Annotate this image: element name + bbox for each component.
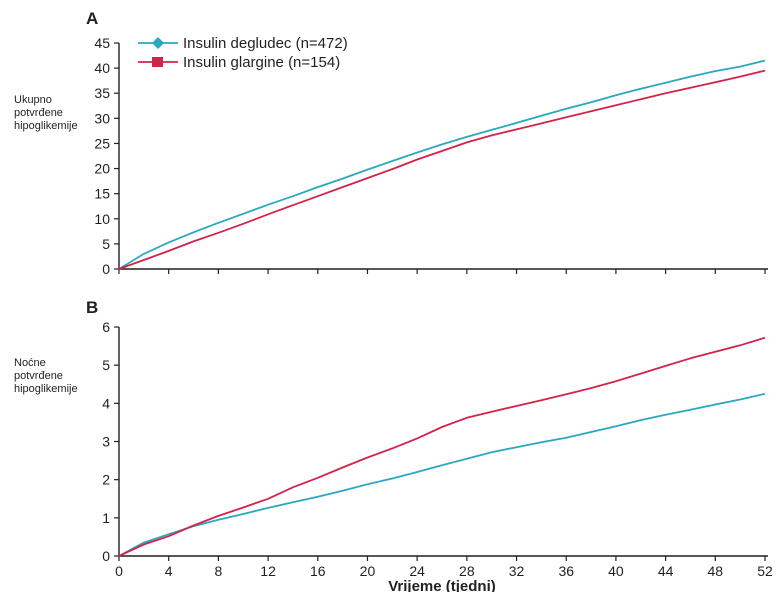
- panel-b-y-axis-label: Noćne: [14, 357, 46, 369]
- legend-square-marker: [152, 57, 163, 67]
- panel-a-letter: A: [86, 9, 98, 28]
- panel-a-y-tick-label: 45: [94, 35, 110, 51]
- legend-diamond-marker: [152, 37, 164, 49]
- panel-b-y-tick-label: 2: [102, 472, 110, 488]
- panel-b-y-tick-label: 3: [102, 434, 110, 450]
- panel-b-x-tick-label: 40: [608, 563, 624, 579]
- legend-label-1: Insulin glargine (n=154): [183, 54, 340, 71]
- panel-b-y-tick-label: 4: [102, 395, 110, 411]
- panel-b-x-tick-label: 24: [409, 563, 425, 579]
- panel-b-x-tick-label: 44: [658, 563, 674, 579]
- panel-b-x-tick-label: 28: [459, 563, 475, 579]
- panel-b-y-tick-label: 6: [102, 319, 110, 335]
- panel-b-x-tick-label: 8: [214, 563, 222, 579]
- panel-b-letter: B: [86, 298, 98, 317]
- panel-b-x-tick-label: 32: [509, 563, 525, 579]
- panel-a-series-line-glargine: [118, 69, 766, 270]
- panel-b-x-tick-label: 4: [165, 563, 173, 579]
- panel-b-y-axis-label: hipoglikemije: [14, 383, 78, 395]
- panel-b-x-axis-label: Vrijeme (tjedni): [388, 578, 496, 592]
- panel-b-y-tick-label: 1: [102, 510, 110, 526]
- panel-a-y-axis-label: hipoglikemije: [14, 120, 78, 132]
- panel-b-y-axis-label: potvrđene: [14, 370, 63, 382]
- panel-b-x-tick-label: 36: [558, 563, 574, 579]
- panel-b-x-tick-label: 0: [115, 563, 123, 579]
- panel-a-y-tick-label: 40: [94, 60, 110, 76]
- panel-b-x-tick-label: 20: [360, 563, 376, 579]
- panel-a-chart: A 0 5 10 15 20 25 30 35 40 45 Ukupnopotvrđenehipogl…: [14, 9, 768, 277]
- panel-b-x-tick-label: 48: [708, 563, 724, 579]
- panel-a-y-tick-label: 5: [102, 236, 110, 252]
- panel-a-y-tick-label: 35: [94, 85, 110, 101]
- panel-a-y-tick-label: 0: [102, 261, 110, 277]
- panel-b-series-line-degludec: [118, 392, 766, 557]
- chart-legend: Insulin degludec (n=472) Insulin glargine…: [138, 35, 348, 71]
- panel-a-y-tick-label: 30: [94, 110, 110, 126]
- legend-label-0: Insulin degludec (n=472): [183, 35, 348, 52]
- panel-a-y-tick-label: 25: [94, 135, 110, 151]
- panel-a-y-tick-label: 20: [94, 161, 110, 177]
- panel-a-y-tick-label: 15: [94, 186, 110, 202]
- panel-a-series-line-degludec: [118, 59, 766, 270]
- panel-b-y-tick-label: 5: [102, 357, 110, 373]
- panel-a-y-axis-label: potvrđene: [14, 107, 63, 119]
- panel-a-y-axis-label: Ukupno: [14, 94, 52, 106]
- panel-b-y-tick-label: 0: [102, 548, 110, 564]
- panel-b-x-tick-label: 52: [757, 563, 773, 579]
- panel-b-x-tick-label: 16: [310, 563, 326, 579]
- panel-b-series-line-glargine: [118, 336, 766, 557]
- panel-b-x-tick-label: 12: [260, 563, 276, 579]
- panel-a-y-tick-label: 10: [94, 211, 110, 227]
